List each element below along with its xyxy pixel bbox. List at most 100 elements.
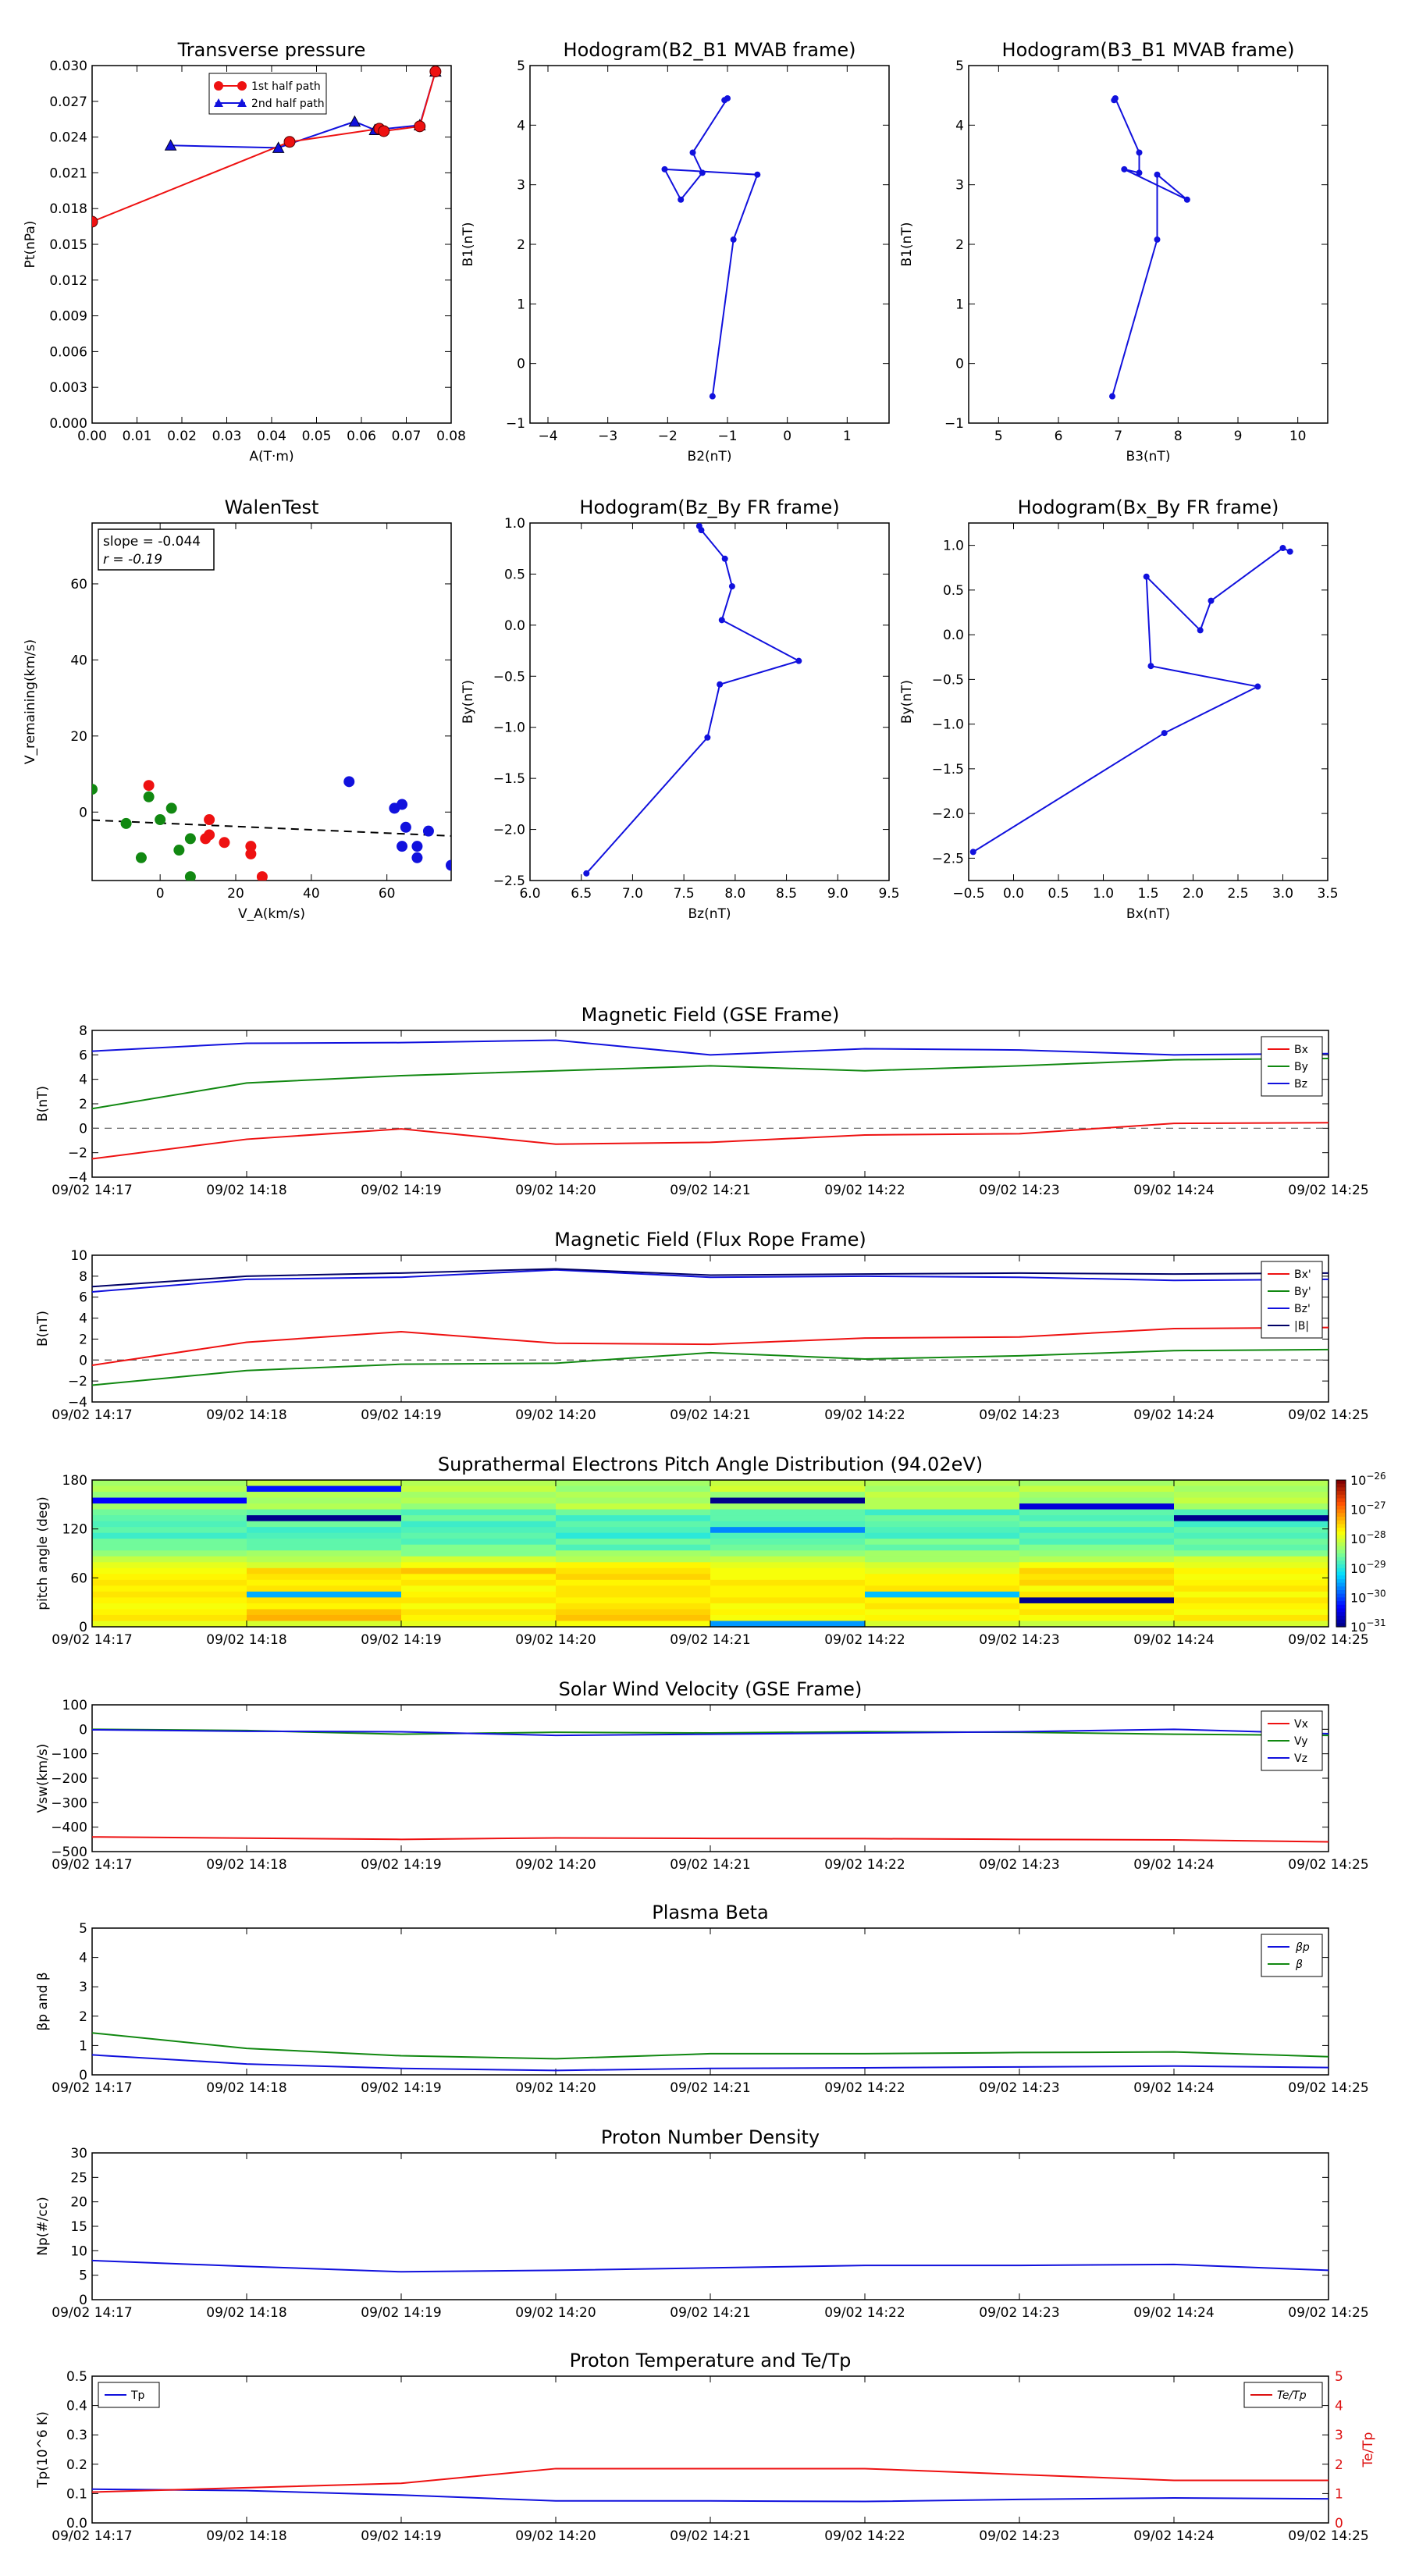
data-point-green: [155, 814, 166, 826]
y-axis-label: By(nT): [461, 680, 476, 724]
x-tick-label: 0.02: [167, 429, 197, 444]
y-axis-label: B1(nT): [461, 222, 476, 267]
walen-points-group: [92, 776, 451, 881]
heatmap-cell: [710, 1562, 866, 1569]
y-tick-label: 2: [79, 2009, 87, 2025]
chart-title: Transverse pressure: [177, 39, 366, 61]
time-tick-label: 09/02 14:18: [206, 2305, 286, 2321]
right-y-tick-label: 5: [1335, 2369, 1343, 2385]
y-tick-label: 0.5: [66, 2369, 87, 2385]
colorbar-segment: [1336, 1604, 1346, 1610]
x-tick-label: 0: [783, 429, 791, 444]
heatmap-cell: [556, 1621, 711, 1628]
y-tick-label: 0.009: [49, 309, 87, 325]
data-point-blue: [446, 859, 451, 871]
heatmap-cell: [1174, 1503, 1329, 1510]
y-tick-label: −500: [51, 1845, 87, 1860]
heatmap-cell: [710, 1485, 866, 1493]
chart-tpr: Proton Temperature and Te/Tp 0.0 0.1 0.2 0.3…: [35, 2350, 1376, 2544]
heatmap-cell: [247, 1539, 402, 1546]
chart-title: Hodogram(B2_B1 MVAB frame): [564, 39, 856, 61]
heatmap-cell: [1019, 1521, 1175, 1528]
plot-frame: [91, 522, 452, 881]
time-tick-label: 09/02 14:19: [361, 1407, 441, 1423]
heatmap-cell: [556, 1609, 711, 1616]
heatmap-cell: [401, 1492, 557, 1499]
data-point: [689, 149, 696, 156]
time-tick-label: 09/02 14:17: [52, 2080, 132, 2096]
heatmap-cell: [1019, 1527, 1175, 1534]
colorbar-segment: [1336, 1502, 1346, 1507]
legend-tp: Tp: [98, 2382, 160, 2408]
heatmap-cell: [865, 1574, 1020, 1581]
y-tick-label: 180: [62, 1473, 87, 1489]
time-tick-label: 09/02 14:18: [206, 1183, 286, 1198]
heatmap-cell: [1019, 1621, 1175, 1628]
heatmap-cell: [710, 1621, 866, 1628]
heatmap-cell: [401, 1567, 557, 1574]
heatmap-cell: [92, 1567, 247, 1574]
data-point: [718, 617, 725, 624]
heatmap-cell: [556, 1497, 711, 1504]
heatmap-cell: [1019, 1597, 1175, 1604]
series-line-βp: [91, 2054, 1329, 2072]
y-tick-label: −4: [68, 1170, 87, 1186]
heatmap-cell: [865, 1556, 1020, 1563]
data-point-red: [245, 848, 257, 859]
heatmap-cell: [1174, 1579, 1329, 1586]
series-line-Tp: [91, 2488, 1329, 2503]
x-tick-label: 7.0: [622, 886, 643, 902]
heatmap-cell: [865, 1515, 1020, 1522]
chart-title: Proton Temperature and Te/Tp: [570, 2350, 852, 2371]
colorbar-segment: [1336, 1520, 1346, 1525]
legend-box: [208, 73, 327, 115]
x-tick-label: 1.5: [1137, 886, 1158, 902]
heatmap-cell: [401, 1621, 557, 1628]
colorbar-segment: [1336, 1491, 1346, 1496]
x-tick-label: −3: [598, 429, 617, 444]
legend: Vx Vy Vz: [1261, 1710, 1323, 1771]
heatmap-cell: [92, 1603, 247, 1610]
right-y-tick-label: 4: [1335, 2399, 1343, 2414]
y-tick-label: 40: [70, 653, 87, 668]
data-point: [1197, 627, 1204, 634]
data-point-red: [204, 814, 215, 826]
heatmap-cell: [92, 1591, 247, 1598]
data-point-red: [256, 871, 268, 881]
data-point-green: [135, 852, 147, 863]
time-tick-label: 09/02 14:24: [1133, 1857, 1214, 1873]
time-tick-label: 09/02 14:18: [206, 1407, 286, 1423]
heatmap-cell: [1019, 1539, 1175, 1546]
data-point: [699, 169, 706, 176]
time-tick-label: 09/02 14:22: [824, 1632, 905, 1648]
colorbar-tick-label: 10−26: [1350, 1471, 1386, 1488]
time-tick-label: 09/02 14:19: [361, 1632, 441, 1648]
plot-frame: [529, 522, 890, 881]
plot-frame: [968, 65, 1329, 424]
heatmap-cell: [92, 1492, 247, 1499]
time-tick-label: 09/02 14:21: [670, 1183, 750, 1198]
legend: βp β: [1261, 1934, 1323, 1977]
hodogram-path: [585, 525, 801, 874]
heatmap-cell: [865, 1579, 1020, 1586]
legend-marker: [237, 98, 247, 107]
data-point-blue: [397, 841, 408, 852]
heatmap-cell: [710, 1550, 866, 1557]
heatmap-cell: [710, 1539, 866, 1546]
y-axis-label: B(nT): [35, 1311, 51, 1347]
y-axis-label: V_remaining(km/s): [23, 639, 38, 764]
time-tick-label: 09/02 14:17: [52, 2305, 132, 2321]
colorbar-segment: [1336, 1546, 1346, 1550]
data-point-red: [200, 833, 212, 845]
legend-label: Bx: [1294, 1044, 1308, 1056]
x-tick-label: 0: [156, 886, 165, 902]
data-point: [1136, 169, 1143, 176]
data-point-1st-half: [378, 125, 390, 137]
annotation-frame: [98, 528, 215, 571]
y-tick-label: 25: [70, 2170, 87, 2186]
heatmap-cell: [1174, 1515, 1329, 1522]
y-tick-label: 20: [70, 2195, 87, 2211]
chart-hfxy: Hodogram(Bx_By FR frame) −2.5 −2.0 −1.5 −1.0…: [899, 496, 1339, 922]
x-axis-label: B3(nT): [1126, 449, 1171, 464]
